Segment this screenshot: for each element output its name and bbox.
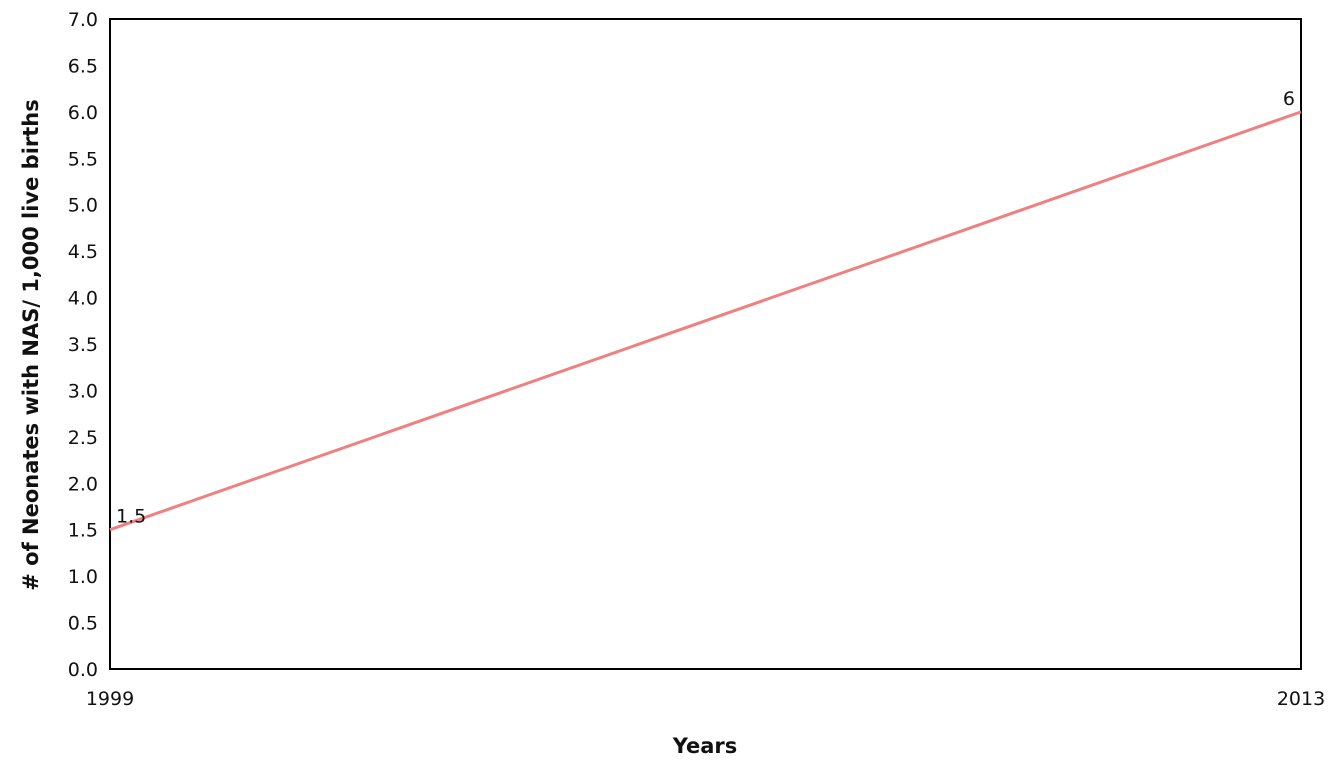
y-tick-label: 4.5 [68, 241, 98, 263]
y-axis-title: # of Neonates with NAS/ 1,000 live birth… [19, 99, 43, 591]
y-axis-ticks: 0.0 0.5 1.0 1.5 2.0 2.5 3.0 3.5 4.0 4.5 5.0 5.5 6.0 6… [68, 9, 98, 681]
data-labels: 1.56 [116, 88, 1295, 528]
y-tick-label: 5.5 [68, 148, 98, 170]
y-tick-label: 1.5 [68, 520, 98, 542]
y-tick-label: 3.0 [68, 380, 98, 402]
x-tick-label: 1999 [86, 688, 134, 710]
y-tick-label: 5.0 [68, 195, 98, 217]
data-label: 6 [1283, 88, 1295, 110]
plot-frame [109, 18, 1302, 670]
y-tick-label: 6.0 [68, 102, 98, 124]
data-label: 1.5 [116, 506, 146, 528]
y-tick-label: 2.5 [68, 427, 98, 449]
y-tick-label: 6.5 [68, 55, 98, 77]
series-line [109, 110, 1302, 532]
y-tick-label: 2.0 [68, 473, 98, 495]
y-tick-label: 7.0 [68, 9, 98, 31]
y-tick-label: 4.0 [68, 288, 98, 310]
y-tick-label: 1.0 [68, 566, 98, 588]
y-tick-label: 3.5 [68, 334, 98, 356]
x-axis-ticks: 1999 2013 [86, 688, 1325, 710]
y-tick-label: 0.0 [68, 659, 98, 681]
y-tick-label: 0.5 [68, 613, 98, 635]
series-layer [109, 110, 1302, 532]
x-tick-label: 2013 [1277, 688, 1325, 710]
x-axis-title: Years [672, 734, 738, 758]
